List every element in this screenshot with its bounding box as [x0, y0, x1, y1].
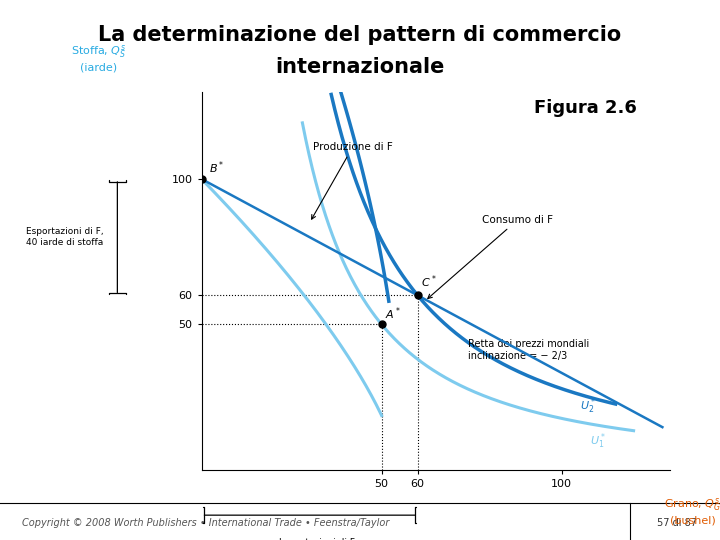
Text: Figura 2.6: Figura 2.6: [534, 99, 637, 117]
Text: La determinazione del pattern di commercio: La determinazione del pattern di commerc…: [99, 25, 621, 45]
Text: $B^*$: $B^*$: [209, 159, 225, 176]
Text: internazionale: internazionale: [275, 57, 445, 77]
Text: $U_1^*$: $U_1^*$: [590, 431, 606, 450]
Text: $C^*$: $C^*$: [421, 273, 437, 289]
Text: Copyright © 2008 Worth Publishers • International Trade • Feenstra/Taylor: Copyright © 2008 Worth Publishers • Inte…: [22, 518, 389, 528]
Text: 57 di 87: 57 di 87: [657, 518, 697, 528]
Text: Consumo di F: Consumo di F: [428, 214, 554, 299]
Text: Retta dei prezzi mondiali
inclinazione = − 2/3: Retta dei prezzi mondiali inclinazione =…: [468, 339, 589, 361]
Text: Grano, $Q_G^s$
(bushel): Grano, $Q_G^s$ (bushel): [665, 496, 720, 525]
Text: Produzione di F: Produzione di F: [312, 142, 392, 219]
Text: $U_2^*$: $U_2^*$: [580, 396, 595, 416]
Text: Importazioni di F,
60 bushel di grano: Importazioni di F, 60 bushel di grano: [276, 538, 361, 540]
Text: Esportazioni di F,
40 iarde di stoffa: Esportazioni di F, 40 iarde di stoffa: [26, 227, 104, 247]
Text: $A^*$: $A^*$: [385, 305, 401, 321]
Text: Stoffa, $Q_S^s$
(iarde): Stoffa, $Q_S^s$ (iarde): [71, 44, 126, 73]
